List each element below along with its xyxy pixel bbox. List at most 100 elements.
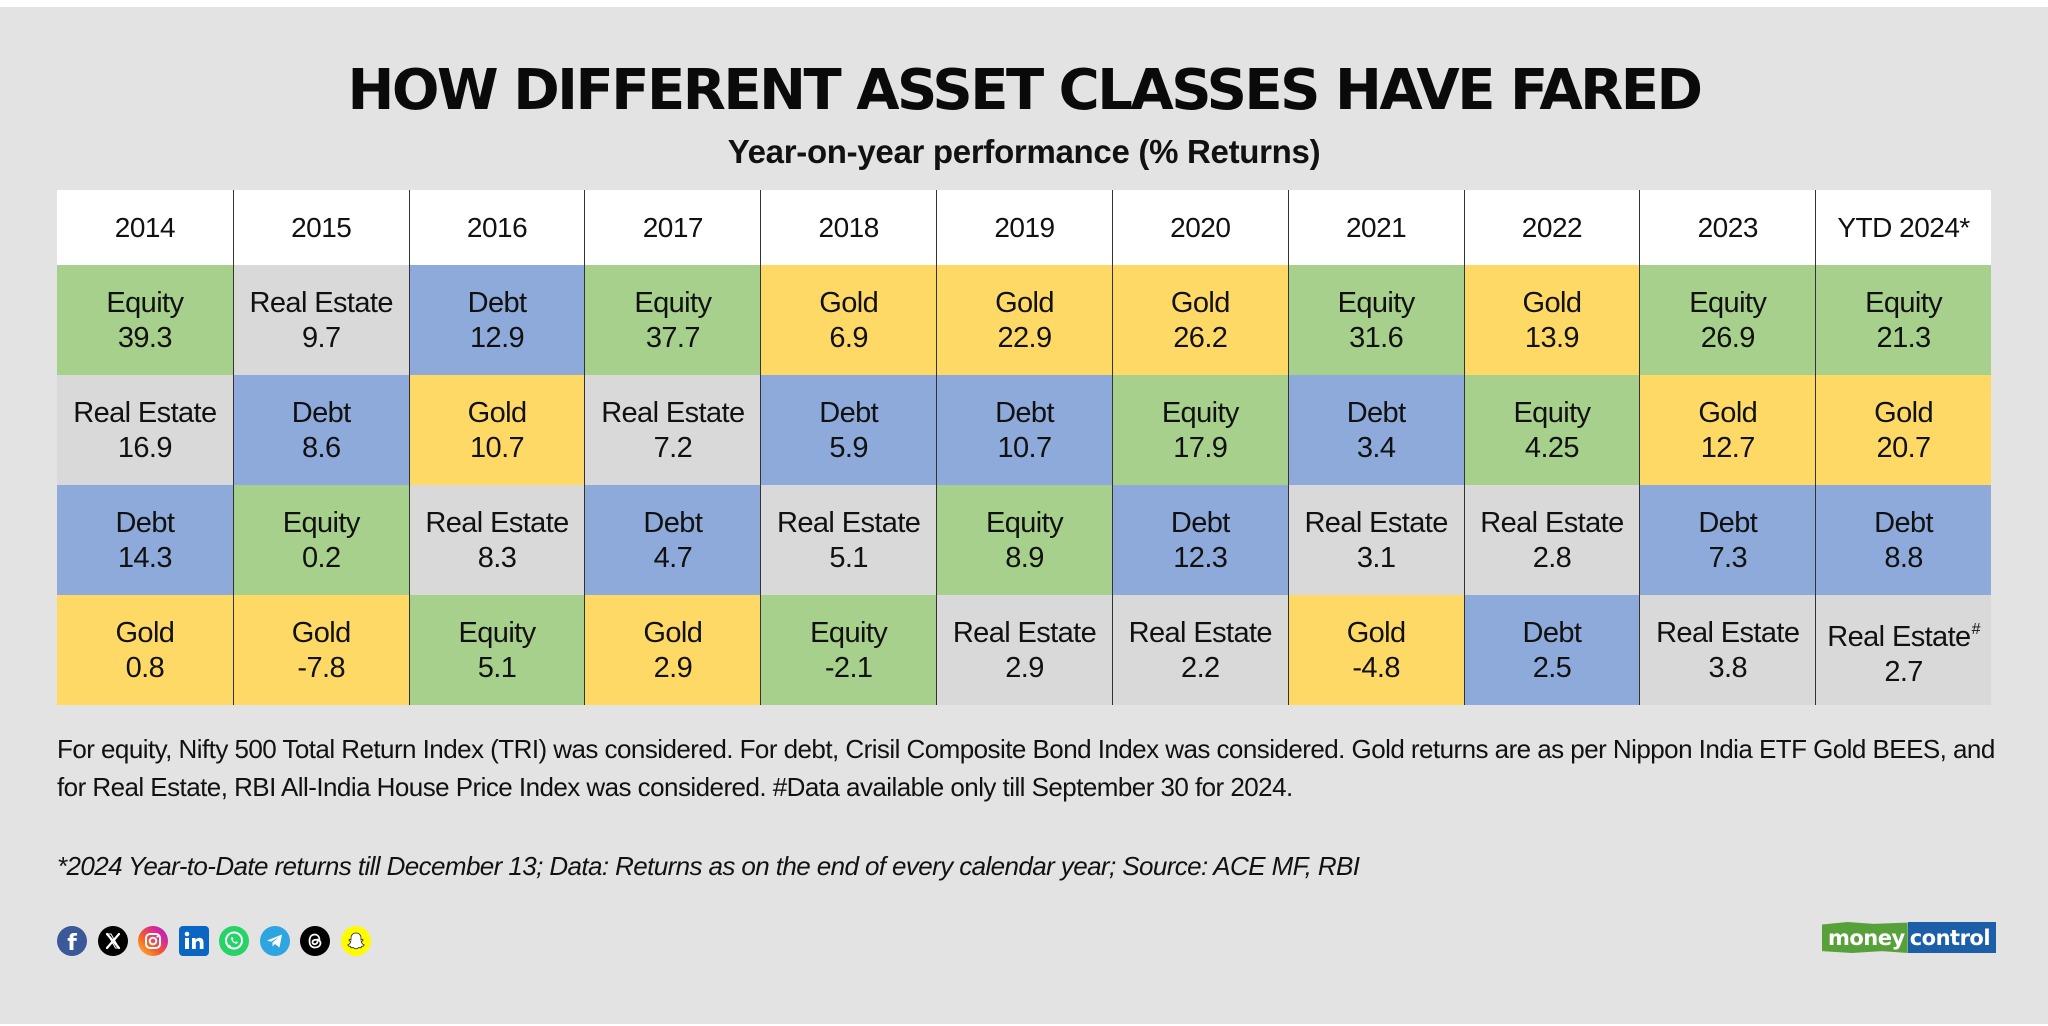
return-value: 8.9 — [1005, 542, 1044, 574]
table-cell-equity: Equity 21.3 — [1815, 265, 1991, 375]
asset-label: Gold — [1522, 287, 1582, 319]
asset-label: Equity — [1161, 397, 1240, 429]
table-cell-debt: Debt 2.5 — [1463, 595, 1640, 705]
table-cell-gold: Gold 10.7 — [408, 375, 585, 485]
return-value: 13.9 — [1524, 322, 1580, 354]
table-cell-debt: Debt 12.3 — [1111, 485, 1288, 595]
instagram-icon[interactable] — [138, 926, 168, 956]
table-cell-real-estate: Real Estate 9.7 — [232, 265, 409, 375]
return-value: 2.2 — [1181, 652, 1220, 684]
table-cell-equity: Equity 17.9 — [1111, 375, 1288, 485]
asset-label: Debt — [1522, 617, 1582, 649]
column-header-year: 2014 — [57, 190, 233, 265]
return-value: 7.3 — [1708, 542, 1748, 574]
return-value: 0.8 — [125, 652, 165, 684]
table-cell-equity: Equity 26.9 — [1639, 265, 1816, 375]
asset-label: Real Estate — [1128, 617, 1273, 649]
table-cell-gold: Gold 26.2 — [1111, 265, 1288, 375]
asset-label: Debt — [1698, 507, 1758, 539]
telegram-icon[interactable] — [259, 926, 290, 956]
asset-label: Real Estate — [1304, 507, 1448, 539]
footnote-marker: # — [1971, 621, 1981, 638]
return-value: 21.3 — [1876, 322, 1932, 354]
return-value: 6.9 — [829, 322, 868, 354]
asset-label: Real Estate# — [1827, 621, 1981, 653]
table-cell-equity: Equity -2.1 — [760, 595, 937, 705]
table-cell-real-estate: Real Estate 2.8 — [1463, 485, 1640, 595]
column-header-year: 2021 — [1287, 190, 1464, 265]
return-value: 17.9 — [1173, 432, 1228, 464]
return-value: 12.7 — [1700, 432, 1756, 464]
return-value: 12.9 — [470, 322, 525, 354]
return-value: 10.7 — [997, 432, 1052, 464]
social-share-bar: f — [57, 926, 371, 956]
return-value: 3.1 — [1356, 542, 1396, 574]
asset-label: Equity — [810, 617, 888, 649]
return-value: 2.7 — [1884, 656, 1923, 688]
return-value: 37.7 — [645, 322, 701, 354]
asset-label: Equity — [634, 287, 712, 319]
asset-label: Debt — [1346, 397, 1406, 429]
table-cell-debt: Debt 5.9 — [760, 375, 937, 485]
table-cell-real-estate: Real Estate 8.3 — [408, 485, 585, 595]
moneycontrol-logo[interactable]: money control — [1822, 922, 1997, 953]
return-value: 5.1 — [477, 652, 517, 684]
return-value: 4.25 — [1524, 432, 1580, 464]
return-value: 2.9 — [653, 652, 693, 684]
table-cell-gold: Gold 0.8 — [57, 595, 233, 705]
asset-label: Gold — [1346, 617, 1406, 649]
asset-label: Equity — [458, 617, 537, 649]
asset-label: Real Estate — [952, 617, 1097, 649]
whatsapp-icon[interactable] — [219, 926, 249, 956]
methodology-note: For equity, Nifty 500 Total Return Index… — [57, 734, 1995, 802]
table-cell-real-estate: Real Estate 3.1 — [1287, 485, 1464, 595]
asset-label: Equity — [985, 507, 1064, 539]
table-cell-debt: Debt 8.8 — [1815, 485, 1991, 595]
table-cell-debt: Debt 12.9 — [408, 265, 585, 375]
facebook-icon[interactable]: f — [57, 926, 87, 956]
table-cell-equity: Equity 37.7 — [584, 265, 761, 375]
return-value: 4.7 — [653, 542, 693, 574]
return-value: 9.7 — [301, 322, 341, 354]
table-cell-equity: Equity 5.1 — [408, 595, 585, 705]
svg-text:f: f — [67, 931, 77, 956]
asset-label: Equity — [1689, 287, 1767, 319]
returns-table: 2014 2015 2016 2017 2018 2019 2020 2021 2022 2023… — [57, 190, 1991, 705]
logo-money-part: money — [1822, 922, 1908, 953]
asset-label: Debt — [1170, 507, 1230, 539]
asset-label: Debt — [291, 397, 351, 429]
snapchat-icon[interactable] — [340, 926, 371, 956]
asset-label: Debt — [643, 507, 703, 539]
table-cell-debt: Debt 8.6 — [232, 375, 409, 485]
return-value: 31.6 — [1349, 322, 1404, 354]
table-cell-equity: Equity 31.6 — [1287, 265, 1464, 375]
table-cell-equity: Equity 8.9 — [936, 485, 1112, 595]
asset-label: Debt — [115, 507, 175, 539]
return-value: 26.2 — [1173, 322, 1228, 354]
table-cell-debt: Debt 10.7 — [936, 375, 1112, 485]
table-cell-real-estate: Real Estate 2.2 — [1111, 595, 1288, 705]
asset-label: Real Estate — [73, 397, 217, 429]
asset-label: Gold — [1874, 397, 1933, 429]
return-value: 2.5 — [1532, 652, 1572, 684]
x-twitter-icon[interactable] — [97, 926, 128, 956]
asset-label: Real Estate — [1480, 507, 1624, 539]
asset-label: Gold — [1170, 287, 1230, 319]
asset-label: Debt — [995, 397, 1054, 429]
return-value: 2.9 — [1005, 652, 1044, 684]
threads-icon[interactable] — [300, 926, 330, 956]
return-value: 39.3 — [117, 322, 173, 354]
asset-label: Gold — [819, 287, 879, 319]
table-cell-real-estate: Real Estate 2.9 — [936, 595, 1112, 705]
return-value: 16.9 — [117, 432, 173, 464]
return-value: 22.9 — [997, 322, 1052, 354]
table-cell-gold: Gold 13.9 — [1463, 265, 1640, 375]
table-cell-real-estate: Real Estate 7.2 — [584, 375, 761, 485]
table-cell-gold: Gold 12.7 — [1639, 375, 1816, 485]
table-cell-debt: Debt 7.3 — [1639, 485, 1816, 595]
return-value: 8.3 — [477, 542, 517, 574]
linkedin-icon[interactable] — [178, 926, 209, 956]
column-header-year: YTD 2024* — [1815, 190, 1991, 265]
table-cell-gold: Gold 6.9 — [760, 265, 937, 375]
column-header-year: 2022 — [1463, 190, 1640, 265]
